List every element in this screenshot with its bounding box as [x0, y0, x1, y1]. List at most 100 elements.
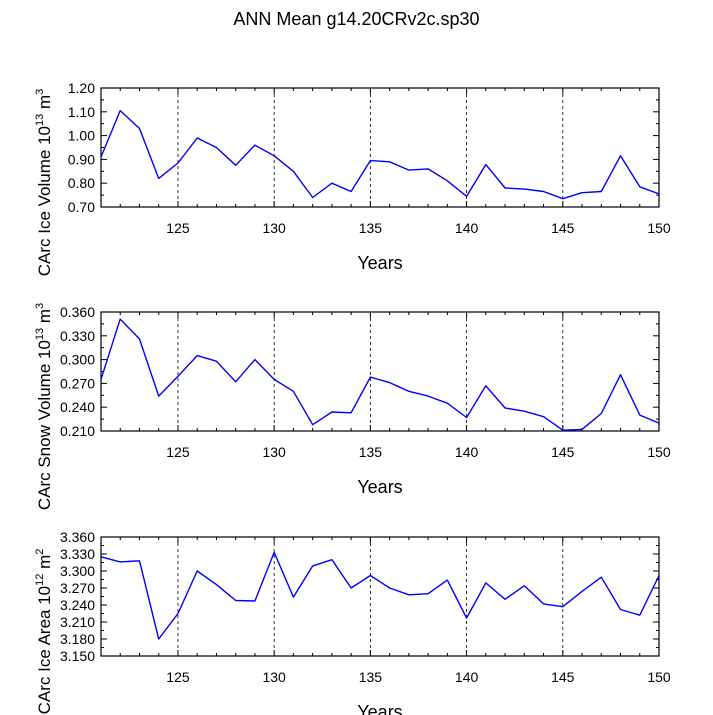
y-axis-label: CArc Snow Volume 1013 m3 [34, 303, 54, 510]
x-tick-label: 130 [262, 669, 286, 685]
data-point [504, 187, 506, 189]
data-point [485, 385, 487, 387]
y-axis-label: CArc Ice Volume 1013 m3 [34, 89, 54, 277]
data-point [542, 190, 544, 192]
data-point [465, 617, 467, 619]
data-point [119, 109, 121, 111]
y-tick-label: 0.300 [60, 352, 95, 368]
y-tick-label: 0.70 [68, 199, 95, 215]
data-point [388, 587, 390, 589]
data-point [388, 161, 390, 163]
data-point [350, 587, 352, 589]
chart-panel-3: 125 130 135 140 145 1503.1503.1803.2103.2403.… [34, 529, 671, 715]
data-point [158, 395, 160, 397]
data-point [562, 197, 564, 199]
data-point [100, 378, 102, 380]
x-axis-label: Years [357, 702, 402, 715]
data-point [331, 182, 333, 184]
x-tick-label: 130 [262, 444, 286, 460]
data-point [581, 192, 583, 194]
y-tick-label: 3.360 [60, 529, 95, 545]
data-point [639, 614, 641, 616]
chart-panel-2: 125 130 135 140 145 150 0.210 0.240 0.270 0.300 0.… [34, 303, 671, 510]
data-point [311, 423, 313, 425]
x-tick-label: 145 [551, 444, 575, 460]
x-tick-label: 140 [455, 669, 479, 685]
data-point [600, 190, 602, 192]
data-point [542, 416, 544, 418]
data-point [350, 190, 352, 192]
x-tick-label: 135 [359, 220, 383, 236]
data-point [427, 592, 429, 594]
series-line [100, 551, 660, 640]
data-point [581, 428, 583, 430]
x-tick-label: 125 [166, 220, 190, 236]
data-point [658, 193, 660, 195]
series-line [100, 318, 660, 431]
y-tick-label: 3.180 [60, 631, 95, 647]
y-tick-label: 0.360 [60, 304, 95, 320]
data-point [254, 600, 256, 602]
data-point [196, 570, 198, 572]
data-point [369, 159, 371, 161]
data-point [331, 558, 333, 560]
data-point [177, 162, 179, 164]
y-tick-label: 0.240 [60, 399, 95, 415]
data-point [369, 574, 371, 576]
y-axis-label-exponent: 12 [34, 574, 46, 586]
data-point [619, 155, 621, 157]
data-point [138, 338, 140, 340]
y-tick-label: 1.20 [68, 80, 95, 96]
data-point [619, 373, 621, 375]
data-point [523, 188, 525, 190]
data-point [196, 354, 198, 356]
x-tick-label: 125 [166, 669, 190, 685]
data-point [215, 146, 217, 148]
data-point [292, 170, 294, 172]
series-line [100, 109, 660, 200]
x-axis-label: Years [357, 477, 402, 497]
y-tick-label: 0.80 [68, 175, 95, 191]
data-point [523, 410, 525, 412]
y-tick-label: 0.330 [60, 328, 95, 344]
data-point [408, 390, 410, 392]
data-point [273, 551, 275, 553]
y-axis-label-unit-exponent: 2 [34, 549, 46, 555]
data-point [254, 358, 256, 360]
y-tick-label: 3.210 [60, 614, 95, 630]
data-point [177, 375, 179, 377]
data-point [369, 376, 371, 378]
data-point [523, 585, 525, 587]
data-point [600, 412, 602, 414]
x-axis-label: Years [357, 253, 402, 273]
data-point [658, 422, 660, 424]
y-tick-label: 0.210 [60, 423, 95, 439]
data-point [196, 137, 198, 139]
y-tick-label: 3.240 [60, 597, 95, 613]
data-point [639, 414, 641, 416]
data-point [254, 144, 256, 146]
data-point [446, 402, 448, 404]
data-point [485, 582, 487, 584]
data-point [100, 156, 102, 158]
y-axis-label-exponent: 13 [34, 114, 46, 126]
data-point [215, 360, 217, 362]
data-point [234, 381, 236, 383]
data-point [292, 390, 294, 392]
y-axis-label-unit: m [35, 309, 54, 328]
data-point [388, 381, 390, 383]
data-point [658, 574, 660, 576]
data-point [542, 603, 544, 605]
plot-frame [100, 311, 660, 432]
y-tick-label: 3.300 [60, 563, 95, 579]
data-point [234, 599, 236, 601]
data-point [350, 412, 352, 414]
y-axis-label-exponent: 13 [34, 328, 46, 340]
y-tick-label: 3.270 [60, 580, 95, 596]
data-point [600, 576, 602, 578]
data-point [504, 598, 506, 600]
data-point [311, 565, 313, 567]
data-point [562, 606, 564, 608]
data-point [446, 579, 448, 581]
chart-panel-1: 125 130 135 140 145 150 0.70 0.80 0.90 1.00 1.10 1.… [34, 80, 671, 276]
